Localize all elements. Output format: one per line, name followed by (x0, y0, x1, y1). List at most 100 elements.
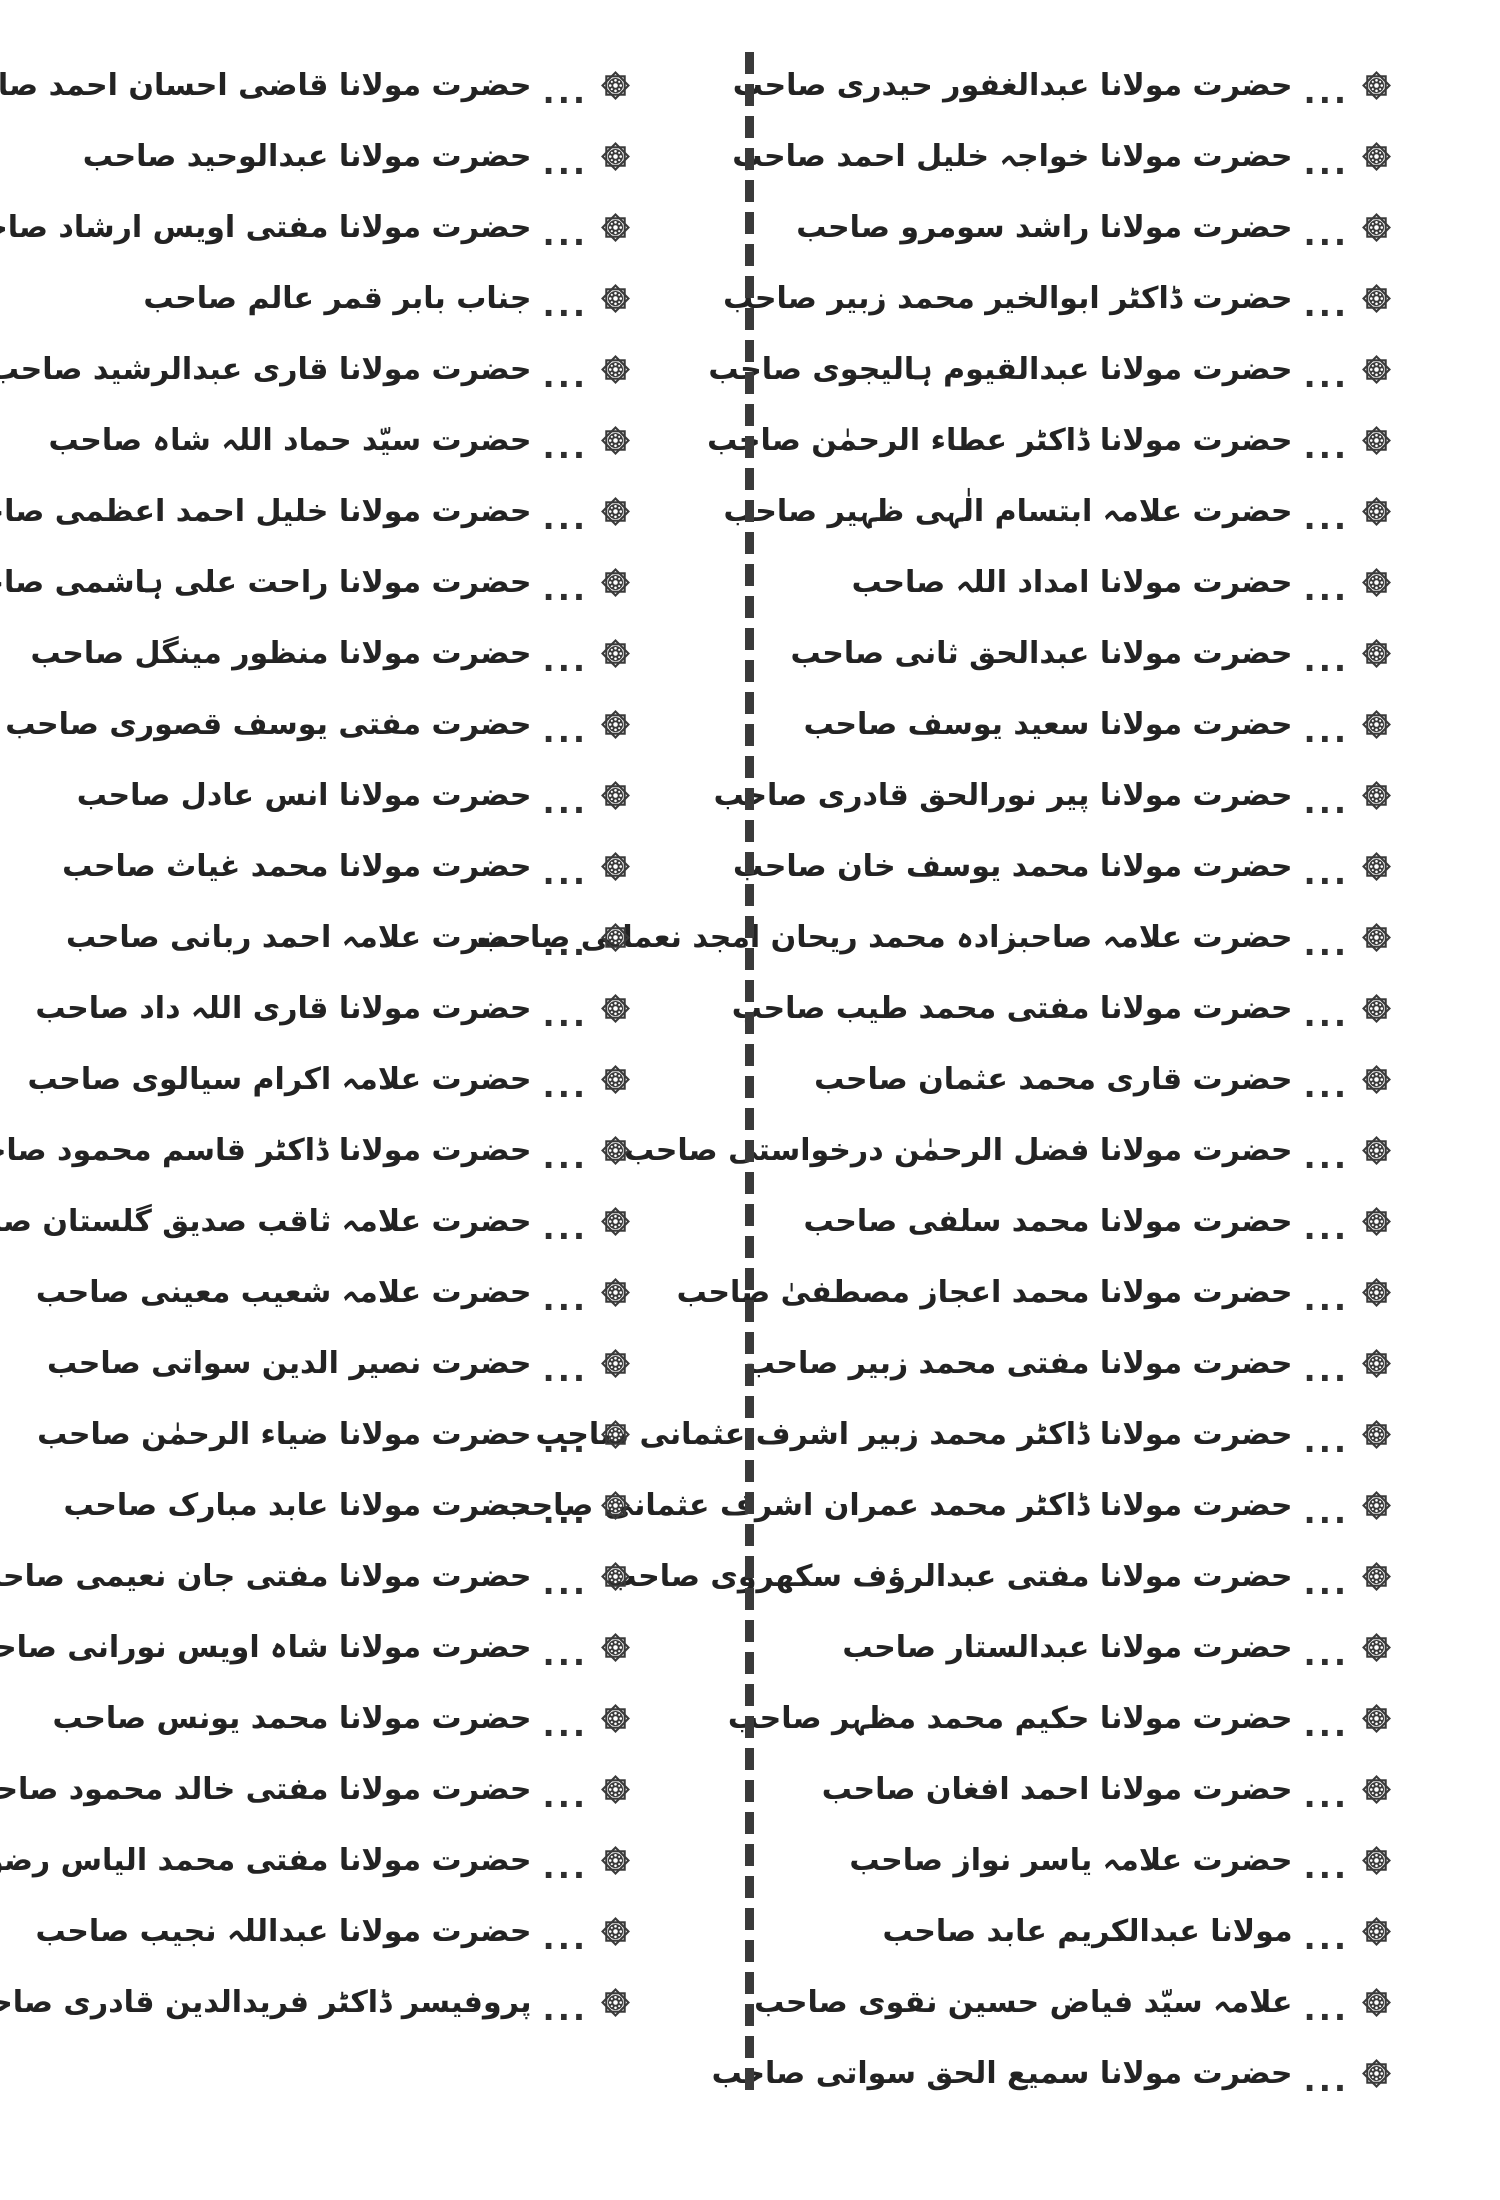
person-name: حضرت مولانا شاہ اویس نورانی صاحب (0, 1630, 532, 1665)
ellipsis-dots: ... (1303, 1493, 1349, 1531)
ellipsis-dots: ... (1303, 1067, 1349, 1105)
person-name: حضرت مولانا عبدالغفور حیدری صاحب (732, 68, 1293, 103)
list-item: ... حضرت مولانا ضیاء الرحمٰن صاحب (13, 1399, 633, 1470)
ellipsis-dots: ... (542, 499, 588, 537)
list-item: ... حضرت ڈاکٹر ابوالخیر محمد زبیر صاحب (723, 263, 1394, 334)
rosette-ornament-icon (597, 1133, 633, 1169)
names-column-left: ... حضرت مولانا قاضی احسان احمد صاحب (0, 50, 633, 2038)
rosette-ornament-icon (597, 778, 633, 814)
list-item: ... حضرت مولانا محمد یونس صاحب (13, 1683, 633, 1754)
rosette-ornament-icon (1358, 920, 1394, 956)
ellipsis-dots: ... (1303, 2061, 1349, 2099)
list-item: ... حضرت مولانا مفتی محمد الیاس رضوی صاح… (0, 1825, 633, 1896)
rosette-ornament-icon (1358, 352, 1394, 388)
list-item: ... حضرت علامہ شعیب معینی صاحب (13, 1257, 633, 1328)
rosette-ornament-icon (597, 352, 633, 388)
person-name: حضرت مولانا عبداللہ نجیب صاحب (35, 1914, 532, 1949)
rosette-ornament-icon (1358, 1914, 1394, 1950)
list-item: ... حضرت مولانا عبداللہ نجیب صاحب (13, 1896, 633, 1967)
list-item: ... حضرت مولانا عبدالحق ثانی صاحب (754, 618, 1394, 689)
ellipsis-dots: ... (1303, 1564, 1349, 1602)
rosette-ornament-icon (1358, 281, 1394, 317)
ellipsis-dots: ... (542, 783, 588, 821)
person-name: حضرت مولانا عبدالحق ثانی صاحب (790, 636, 1293, 671)
rosette-ornament-icon (1358, 1062, 1394, 1098)
ellipsis-dots: ... (1303, 783, 1349, 821)
person-name: حضرت مفتی یوسف قصوری صاحب (5, 707, 532, 742)
ellipsis-dots: ... (542, 1138, 588, 1176)
ellipsis-dots: ... (1303, 1280, 1349, 1318)
list-item: ... حضرت علامہ احمد ربانی صاحب (13, 902, 633, 973)
list-item: ... حضرت مولانا احمد افغان صاحب (754, 1754, 1394, 1825)
list-item: ... حضرت مولانا مفتی عبدالرؤف سکھروی صاح… (606, 1541, 1394, 1612)
list-item: ... حضرت مولانا راشد سومرو صاحب (754, 192, 1394, 263)
rosette-ornament-icon (597, 1488, 633, 1524)
person-name: حضرت مولانا مفتی اویس ارشاد صاحب (0, 210, 532, 245)
ellipsis-dots: ... (1303, 286, 1349, 324)
list-item: ... حضرت مولانا ڈاکٹر عطاء الرحمٰن صاحب (707, 405, 1394, 476)
list-item: ... حضرت مولانا محمد غیاث صاحب (13, 831, 633, 902)
column-divider (745, 52, 754, 2090)
list-item: ... حضرت علامہ ابتسام الٰہی ظہیر صاحب (723, 476, 1394, 547)
list-item: ... حضرت مولانا عابد مبارک صاحب (13, 1470, 633, 1541)
ellipsis-dots: ... (542, 144, 588, 182)
list-item: ... حضرت مولانا قاضی احسان احمد صاحب (0, 50, 633, 121)
ellipsis-dots: ... (1303, 1209, 1349, 1247)
list-item: ... پروفیسر ڈاکٹر فریدالدین قادری صاحب (0, 1967, 633, 2038)
list-item: ... حضرت مولانا ڈاکٹر قاسم محمود صاحب (0, 1115, 633, 1186)
ellipsis-dots: ... (1303, 1422, 1349, 1460)
person-name: حضرت مولانا انس عادل صاحب (76, 778, 532, 813)
rosette-ornament-icon (1358, 1985, 1394, 2021)
ellipsis-dots: ... (1303, 1848, 1349, 1886)
ellipsis-dots: ... (542, 1635, 588, 1673)
person-name: حضرت مولانا راشد سومرو صاحب (796, 210, 1293, 245)
rosette-ornament-icon (597, 920, 633, 956)
rosette-ornament-icon (597, 1559, 633, 1595)
person-name: حضرت مولانا قاری اللہ داد صاحب (35, 991, 532, 1026)
person-name: حضرت مولانا محمد اعجاز مصطفیٰ صاحب (676, 1275, 1293, 1310)
list-item: ... جناب بابر قمر عالم صاحب (13, 263, 633, 334)
rosette-ornament-icon (1358, 1133, 1394, 1169)
rosette-ornament-icon (597, 1346, 633, 1382)
person-name: حضرت نصیر الدین سواتی صاحب (47, 1346, 532, 1381)
ellipsis-dots: ... (1303, 570, 1349, 608)
ellipsis-dots: ... (1303, 925, 1349, 963)
rosette-ornament-icon (1358, 423, 1394, 459)
rosette-ornament-icon (597, 281, 633, 317)
list-item: ... حضرت مولانا قاری اللہ داد صاحب (13, 973, 633, 1044)
ellipsis-dots: ... (1303, 499, 1349, 537)
ellipsis-dots: ... (542, 1919, 588, 1957)
person-name: حضرت مولانا محمد یوسف خان صاحب (733, 849, 1293, 884)
list-item: ... حضرت مولانا مفتی خالد محمود صاحب (0, 1754, 633, 1825)
list-item: ... حضرت مولانا شاہ اویس نورانی صاحب (0, 1612, 633, 1683)
person-name: حضرت ڈاکٹر ابوالخیر محمد زبیر صاحب (723, 281, 1293, 316)
person-name: حضرت مولانا محمد غیاث صاحب (62, 849, 532, 884)
person-name: حضرت مولانا عبدالوحید صاحب (82, 139, 532, 174)
rosette-ornament-icon (597, 1701, 633, 1737)
person-name: حضرت مولانا عبدالقیوم ہالیجوی صاحب (708, 352, 1293, 387)
ellipsis-dots: ... (542, 428, 588, 466)
ellipsis-dots: ... (542, 1422, 588, 1460)
rosette-ornament-icon (597, 1417, 633, 1453)
names-column-right: ... حضرت مولانا عبدالغفور حیدری صاحب (477, 50, 1394, 2109)
ellipsis-dots: ... (542, 73, 588, 111)
person-name: حضرت مولانا امداد اللہ صاحب (851, 565, 1293, 600)
rosette-ornament-icon (1358, 68, 1394, 104)
rosette-ornament-icon (1358, 139, 1394, 175)
ellipsis-dots: ... (1303, 144, 1349, 182)
list-item: ... حضرت مولانا سعید یوسف صاحب (754, 689, 1394, 760)
person-name: حضرت مولانا خلیل احمد اعظمی صاحب (0, 494, 532, 529)
ellipsis-dots: ... (1303, 1138, 1349, 1176)
rosette-ornament-icon (597, 1772, 633, 1808)
ellipsis-dots: ... (1303, 215, 1349, 253)
rosette-ornament-icon (1358, 707, 1394, 743)
list-item: ... حضرت مولانا ڈاکٹر محمد عمران اشرف عث… (500, 1470, 1394, 1541)
rosette-ornament-icon (1358, 778, 1394, 814)
rosette-ornament-icon (597, 1204, 633, 1240)
ellipsis-dots: ... (542, 1848, 588, 1886)
rosette-ornament-icon (1358, 849, 1394, 885)
rosette-ornament-icon (597, 68, 633, 104)
list-item: ... حضرت مولانا ڈاکٹر محمد زبیر اشرف عثم… (535, 1399, 1394, 1470)
rosette-ornament-icon (1358, 1559, 1394, 1595)
ellipsis-dots: ... (542, 357, 588, 395)
